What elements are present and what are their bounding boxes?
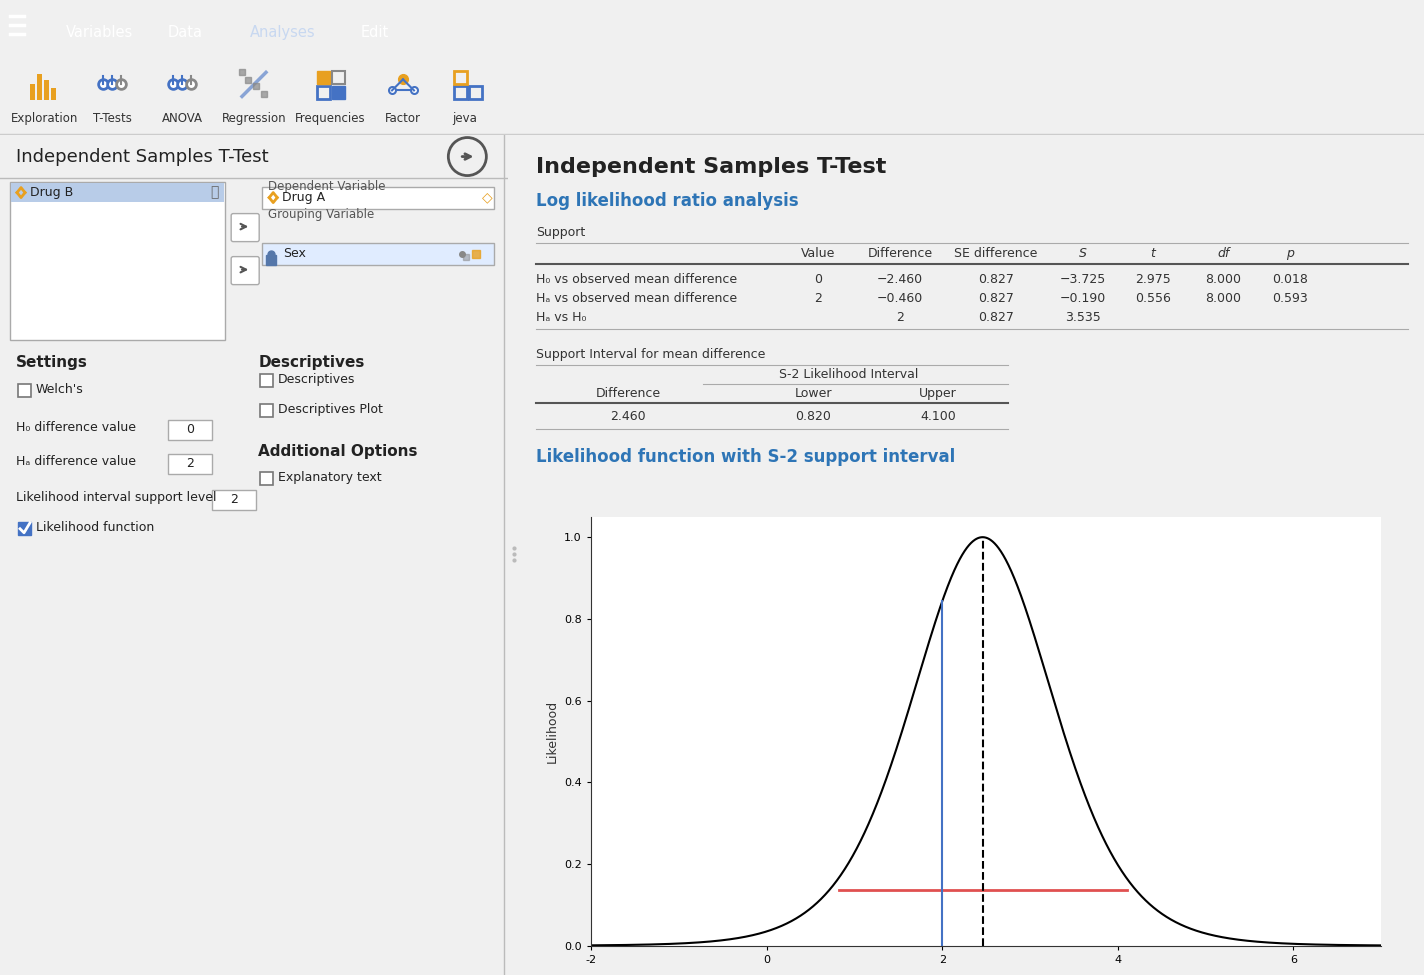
Text: Likelihood interval support level: Likelihood interval support level: [16, 491, 216, 504]
Text: Difference: Difference: [867, 247, 933, 260]
Text: 2.460: 2.460: [611, 410, 646, 423]
Text: Likelihood function with S-2 support interval: Likelihood function with S-2 support int…: [537, 448, 956, 466]
Text: Difference: Difference: [595, 387, 661, 400]
Text: Drug A: Drug A: [282, 191, 325, 204]
Text: Upper: Upper: [920, 387, 957, 400]
Text: SE difference: SE difference: [954, 247, 1038, 260]
Bar: [454, 71, 467, 85]
Text: Analyses: Analyses: [251, 24, 316, 40]
Text: Support Interval for mean difference: Support Interval for mean difference: [537, 348, 766, 361]
Bar: [50, 89, 56, 100]
Text: 0.820: 0.820: [796, 410, 832, 423]
Text: 3.535: 3.535: [1065, 311, 1101, 324]
Bar: [332, 87, 345, 99]
Text: Edit: Edit: [360, 24, 389, 40]
Bar: [44, 80, 48, 100]
Text: Independent Samples T-Test: Independent Samples T-Test: [16, 147, 269, 166]
FancyBboxPatch shape: [262, 243, 494, 264]
Bar: [468, 87, 481, 99]
Text: 0.827: 0.827: [978, 292, 1014, 305]
FancyBboxPatch shape: [168, 453, 212, 474]
Text: 8.000: 8.000: [1205, 292, 1242, 305]
Text: Dependent Variable: Dependent Variable: [268, 180, 386, 193]
FancyBboxPatch shape: [10, 181, 225, 339]
Text: ◇: ◇: [483, 190, 493, 205]
Text: Factor: Factor: [384, 112, 422, 125]
Text: −0.460: −0.460: [877, 292, 923, 305]
Text: Explanatory text: Explanatory text: [278, 471, 382, 485]
FancyBboxPatch shape: [261, 404, 273, 416]
Text: 0.556: 0.556: [1135, 292, 1171, 305]
Text: Exploration: Exploration: [11, 112, 78, 125]
Text: 2: 2: [231, 493, 238, 506]
Text: Descriptives: Descriptives: [278, 373, 356, 386]
Text: 0.593: 0.593: [1272, 292, 1307, 305]
Text: 2: 2: [815, 292, 822, 305]
Text: Frequencies: Frequencies: [295, 112, 366, 125]
Text: 4.100: 4.100: [920, 410, 956, 423]
Text: ⌕: ⌕: [209, 185, 218, 200]
Bar: [318, 87, 330, 99]
Text: Independent Samples T-Test: Independent Samples T-Test: [537, 157, 887, 176]
Text: 2: 2: [187, 457, 194, 470]
FancyBboxPatch shape: [11, 182, 224, 202]
Text: Additional Options: Additional Options: [258, 445, 417, 459]
Text: 0.827: 0.827: [978, 311, 1014, 324]
Bar: [30, 85, 34, 100]
Text: Value: Value: [802, 247, 836, 260]
Text: Hₐ difference value: Hₐ difference value: [16, 455, 137, 468]
Text: df: df: [1218, 247, 1229, 260]
Bar: [37, 74, 41, 100]
Text: Lower: Lower: [795, 387, 832, 400]
Text: 2.975: 2.975: [1135, 273, 1171, 286]
Text: Log likelihood ratio analysis: Log likelihood ratio analysis: [537, 191, 799, 210]
FancyBboxPatch shape: [231, 256, 259, 285]
Text: −3.725: −3.725: [1059, 273, 1106, 286]
Text: 8.000: 8.000: [1205, 273, 1242, 286]
Text: 0.827: 0.827: [978, 273, 1014, 286]
Text: Welch's: Welch's: [36, 383, 84, 396]
Bar: [318, 71, 330, 85]
Text: Support: Support: [537, 226, 585, 239]
Text: 0: 0: [815, 273, 822, 286]
Text: 0: 0: [187, 423, 194, 436]
Text: Descriptives: Descriptives: [258, 355, 365, 370]
Text: Hₐ vs observed mean difference: Hₐ vs observed mean difference: [537, 292, 738, 305]
FancyBboxPatch shape: [261, 373, 273, 387]
FancyBboxPatch shape: [261, 472, 273, 485]
FancyBboxPatch shape: [212, 489, 256, 510]
FancyBboxPatch shape: [19, 384, 31, 397]
Text: Sex: Sex: [283, 247, 306, 260]
Text: jeva: jeva: [453, 112, 477, 125]
Text: Grouping Variable: Grouping Variable: [268, 208, 375, 221]
Text: Data: Data: [168, 24, 202, 40]
Text: Descriptives Plot: Descriptives Plot: [278, 404, 383, 416]
Text: p: p: [1286, 247, 1294, 260]
Text: Settings: Settings: [16, 355, 88, 370]
Text: Regression: Regression: [222, 112, 286, 125]
Text: Hₐ vs H₀: Hₐ vs H₀: [537, 311, 587, 324]
Text: S-2 Likelihood Interval: S-2 Likelihood Interval: [779, 369, 918, 381]
Text: Drug B: Drug B: [30, 186, 73, 199]
Bar: [454, 87, 467, 99]
Text: H₀ difference value: H₀ difference value: [16, 421, 137, 434]
Text: S: S: [1079, 247, 1087, 260]
Text: −2.460: −2.460: [877, 273, 923, 286]
FancyBboxPatch shape: [19, 522, 31, 534]
Text: −0.190: −0.190: [1059, 292, 1106, 305]
Bar: [332, 71, 345, 85]
Text: 2: 2: [896, 311, 904, 324]
Text: H₀ vs observed mean difference: H₀ vs observed mean difference: [537, 273, 738, 286]
Text: ANOVA: ANOVA: [161, 112, 202, 125]
Text: Variables: Variables: [67, 24, 134, 40]
Text: T-Tests: T-Tests: [93, 112, 131, 125]
FancyBboxPatch shape: [231, 214, 259, 242]
FancyBboxPatch shape: [262, 186, 494, 209]
Text: 0.018: 0.018: [1272, 273, 1309, 286]
Text: Likelihood function: Likelihood function: [36, 522, 154, 534]
Text: t: t: [1151, 247, 1155, 260]
FancyBboxPatch shape: [168, 419, 212, 440]
Y-axis label: Likelihood: Likelihood: [545, 700, 558, 762]
